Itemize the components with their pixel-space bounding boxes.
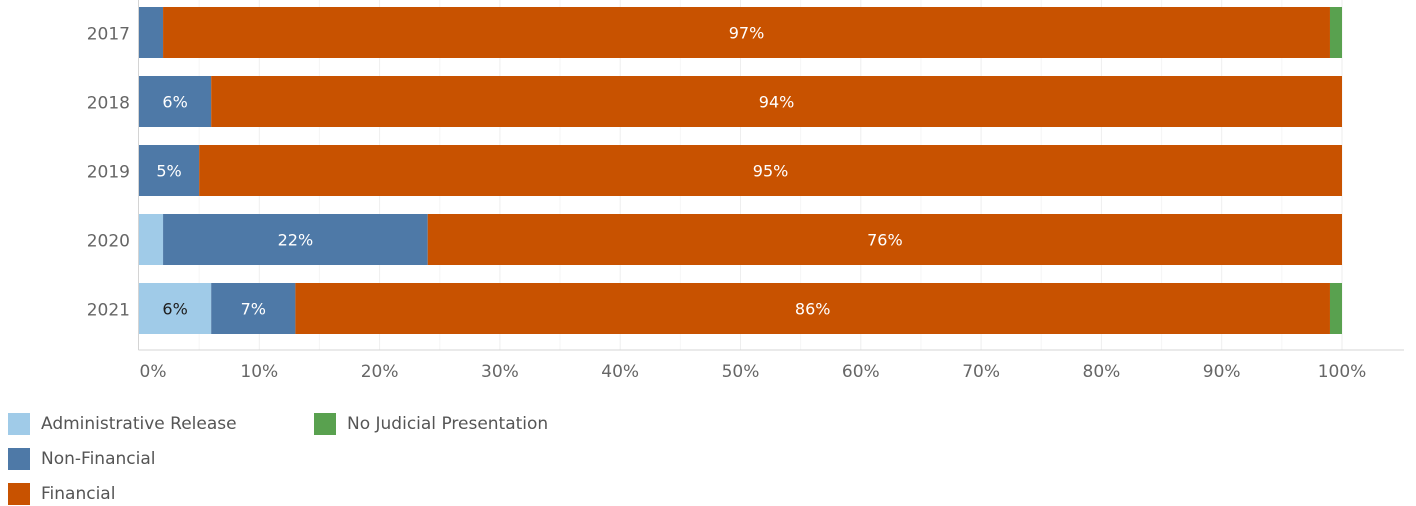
y-tick-label: 2019	[87, 163, 130, 183]
data-label: 22%	[278, 231, 314, 250]
bar-row-2021: 6% 7% 86%	[139, 283, 1342, 334]
stacked-bar-chart: 97%6% 94%5% 95%22% 76%6% 7% 86% 2017201820192…	[87, 0, 1404, 382]
legend-swatch-financial	[8, 483, 30, 505]
bar-row-2020: 22% 76%	[139, 214, 1343, 265]
legend-label: Financial	[41, 484, 116, 504]
data-label: 6%	[162, 93, 187, 112]
data-label: 7%	[241, 300, 266, 319]
data-label: 97%	[729, 24, 765, 43]
bar-segment-administrative-release[interactable]	[139, 283, 212, 334]
bar-segment-financial[interactable]	[199, 145, 1342, 196]
x-tick-label: 80%	[1083, 362, 1121, 382]
bar-segment-non-financial[interactable]	[163, 214, 428, 265]
x-tick-label: 20%	[361, 362, 399, 382]
legend-item-financial[interactable]: Financial	[8, 482, 115, 506]
data-label: 6%	[162, 300, 187, 319]
x-tick-label: 100%	[1318, 362, 1367, 382]
x-tick-label: 60%	[842, 362, 880, 382]
x-tick-label: 40%	[601, 362, 639, 382]
bar-row-2018: 6% 94%	[139, 76, 1343, 127]
legend-item-administrative-release[interactable]: Administrative Release	[8, 412, 237, 436]
legend-item-no-judicial-presentation[interactable]: No Judicial Presentation	[314, 412, 548, 436]
x-tick-label: 70%	[962, 362, 1000, 382]
legend-label: No Judicial Presentation	[347, 414, 549, 434]
data-label: 95%	[753, 162, 789, 181]
legend-label: Administrative Release	[41, 414, 237, 434]
bar-segment-no-judicial-presentation[interactable]	[1329, 283, 1342, 334]
bar-segment-financial[interactable]	[163, 7, 1330, 58]
bar-segment-financial[interactable]	[211, 76, 1343, 127]
bar-segment-financial[interactable]	[295, 283, 1330, 334]
bar-row-2017: 97%	[139, 7, 1342, 58]
x-tick-label: 90%	[1203, 362, 1241, 382]
bar-groups: 97% 6% 94% 5% 95% 22% 76% 6% 7% 86%	[139, 7, 1343, 334]
legend-item-non-financial[interactable]: Non-Financial	[8, 447, 155, 471]
legend: Administrative Release No Judicial Prese…	[8, 412, 648, 505]
bar-segment-non-financial[interactable]	[139, 145, 200, 196]
legend-label: Non-Financial	[41, 449, 156, 469]
x-tick-label: 30%	[481, 362, 519, 382]
bar-segment-non-financial[interactable]	[211, 283, 296, 334]
y-tick-label: 2018	[87, 94, 130, 114]
bar-segment-no-judicial-presentation[interactable]	[1329, 7, 1342, 58]
bar-segment-non-financial[interactable]	[139, 76, 212, 127]
data-label: 76%	[867, 231, 903, 250]
bar-segment-financial[interactable]	[427, 214, 1343, 265]
data-label: 5%	[156, 162, 181, 181]
legend-swatch-no-judicial-presentation	[314, 413, 336, 435]
legend-swatch-administrative-release	[8, 413, 30, 435]
bar-segment-non-financial[interactable]	[139, 7, 164, 58]
y-tick-label: 2017	[87, 25, 130, 45]
data-label: 94%	[759, 93, 795, 112]
y-tick-label: 2021	[87, 301, 130, 321]
bar-segment-administrative-release[interactable]	[139, 214, 164, 265]
x-tick-label: 0%	[140, 362, 167, 382]
bar-row-2019: 5% 95%	[139, 145, 1342, 196]
x-tick-label: 50%	[722, 362, 760, 382]
axes: 2017 2018 2019 2020 2021 0% 10% 20% 30% 40% 50% 60%…	[87, 0, 1404, 382]
x-tick-label: 10%	[240, 362, 278, 382]
y-tick-label: 2020	[87, 232, 130, 252]
legend-swatch-non-financial	[8, 448, 30, 470]
data-label: 86%	[795, 300, 831, 319]
